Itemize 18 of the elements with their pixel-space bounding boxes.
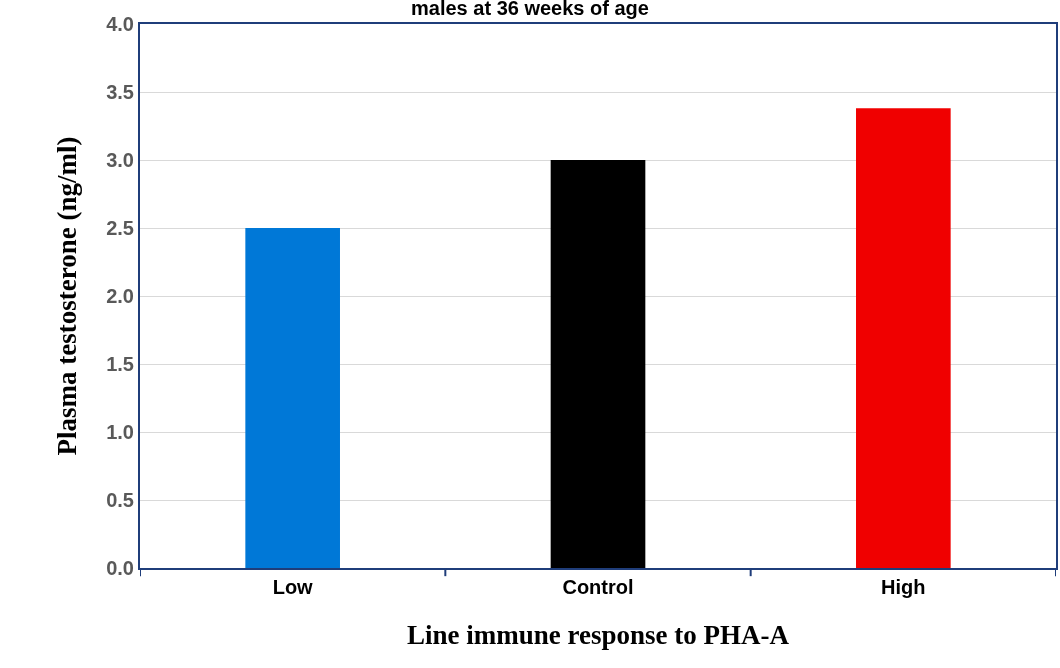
y-tick-label: 1.0 — [106, 421, 134, 443]
y-tick-label: 0.5 — [106, 489, 134, 511]
chart-title: males at 36 weeks of age — [411, 0, 649, 20]
y-tick-label: 3.5 — [106, 81, 134, 103]
y-tick-label: 4.0 — [106, 13, 134, 35]
x-tick-label: High — [881, 576, 926, 598]
x-tick-label: Control — [562, 576, 634, 598]
y-axis-title: Plasma testosterone (ng/ml) — [51, 136, 82, 456]
y-tick-label: 3.0 — [106, 149, 134, 171]
bar — [856, 108, 951, 568]
bar — [550, 160, 646, 568]
y-tick-label: 1.5 — [106, 353, 134, 375]
bar — [245, 228, 340, 568]
x-axis-title: Line immune response to PHA-A — [407, 619, 790, 650]
y-tick-label: 0.0 — [106, 557, 134, 579]
y-tick-label: 2.5 — [106, 217, 134, 239]
y-tick-label: 2.0 — [106, 285, 134, 307]
x-tick-label: Low — [272, 576, 314, 598]
